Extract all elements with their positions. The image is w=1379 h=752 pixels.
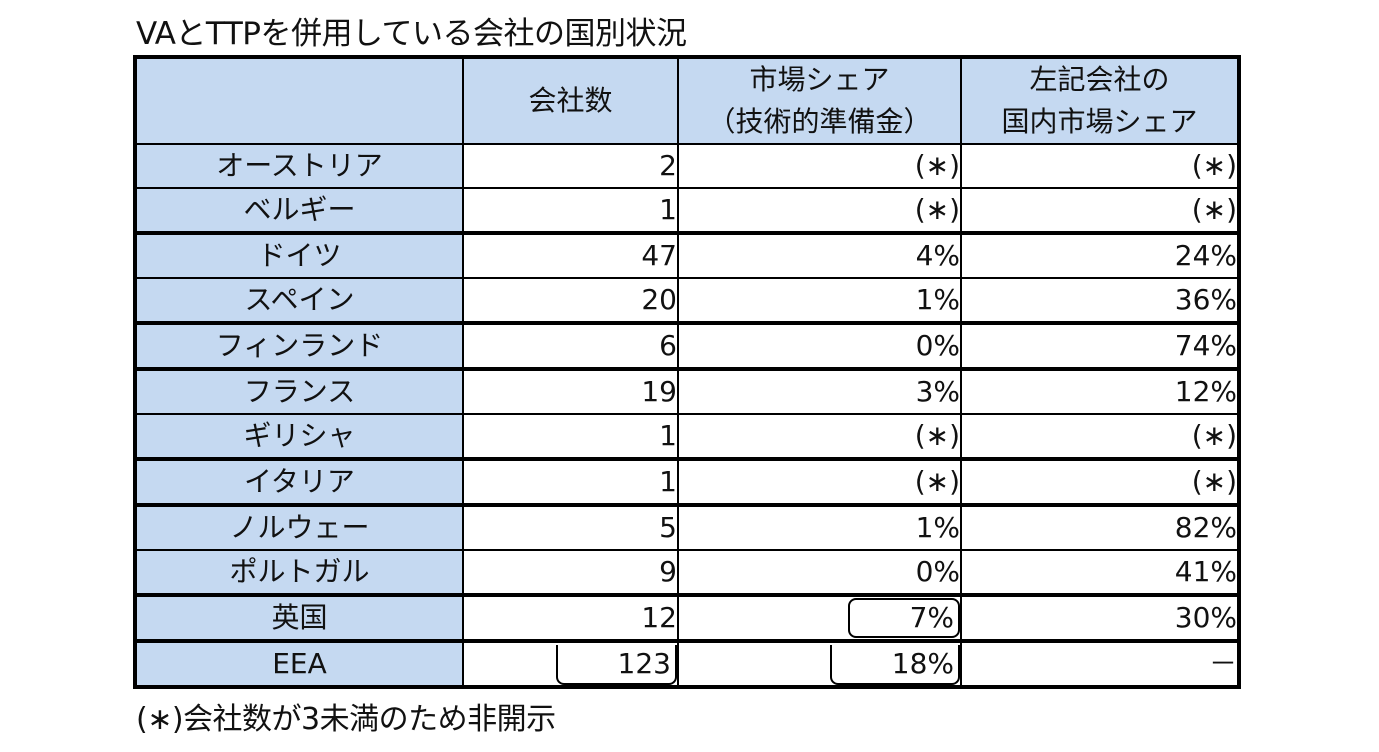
country-cell: EEA — [134, 639, 464, 688]
header-domestic-share-line1: 左記会社の — [1029, 63, 1170, 96]
highlight-box: 123 — [555, 645, 676, 685]
country-cell: オーストリア — [134, 143, 464, 189]
country-cell: スペイン — [134, 277, 464, 325]
domestic-share-cell: － — [960, 639, 1240, 688]
table-row: スペイン 20 1% 36% — [134, 277, 1240, 325]
header-market-share: 市場シェア （技術的準備金） — [677, 56, 962, 145]
table-title: VAとTTPを併用している会社の国別状況 — [136, 16, 687, 52]
table-row: 英国 12 7% 30% — [134, 594, 1240, 643]
country-cell: ギリシャ — [134, 413, 464, 461]
market-share-cell: 18% — [677, 639, 962, 688]
companies-cell: 1 — [462, 187, 679, 235]
domestic-share-cell: (∗) — [960, 413, 1240, 461]
domestic-share-cell: 41% — [960, 549, 1240, 597]
domestic-share-cell: 30% — [960, 594, 1240, 643]
header-domestic-share: 左記会社の 国内市場シェア — [960, 56, 1240, 145]
companies-cell: 1 — [462, 413, 679, 461]
header-market-share-line1: 市場シェア — [749, 63, 890, 96]
table-row: ベルギー 1 (∗) (∗) — [134, 187, 1240, 235]
header-domestic-share-line2: 国内市場シェア — [1001, 105, 1198, 138]
market-share-cell: (∗) — [677, 458, 962, 507]
market-share-cell: 1% — [677, 504, 962, 551]
domestic-share-cell: 24% — [960, 232, 1240, 279]
market-share-cell: (∗) — [677, 143, 962, 189]
country-cell: 英国 — [134, 594, 464, 643]
companies-cell: 1 — [462, 458, 679, 507]
highlight-box: 18% — [829, 645, 959, 685]
country-cell: ベルギー — [134, 187, 464, 235]
header-row: 会社数 市場シェア （技術的準備金） 左記会社の 国内市場シェア — [134, 56, 1240, 145]
market-share-cell: (∗) — [677, 187, 962, 235]
market-share-cell: 0% — [677, 322, 962, 371]
highlight-box: 7% — [847, 598, 959, 637]
companies-cell: 6 — [462, 322, 679, 371]
table-row: フィンランド 6 0% 74% — [134, 322, 1240, 371]
market-share-cell: 4% — [677, 232, 962, 279]
header-companies: 会社数 — [462, 56, 679, 145]
market-share-cell: 7% — [677, 594, 962, 643]
companies-cell: 5 — [462, 504, 679, 551]
table-row: ドイツ 47 4% 24% — [134, 232, 1240, 279]
market-share-cell: 1% — [677, 277, 962, 325]
table-row: ギリシャ 1 (∗) (∗) — [134, 413, 1240, 461]
country-cell: ドイツ — [134, 232, 464, 279]
country-cell: フランス — [134, 368, 464, 415]
domestic-share-cell: (∗) — [960, 143, 1240, 189]
companies-cell: 9 — [462, 549, 679, 597]
header-country — [134, 56, 464, 145]
footnote: (∗)会社数が3未満のため非開示 — [136, 702, 556, 737]
companies-cell: 20 — [462, 277, 679, 325]
domestic-share-cell: (∗) — [960, 187, 1240, 235]
domestic-share-cell: 82% — [960, 504, 1240, 551]
table-row: ポルトガル 9 0% 41% — [134, 549, 1240, 597]
domestic-share-cell: 12% — [960, 368, 1240, 415]
table-row: イタリア 1 (∗) (∗) — [134, 458, 1240, 507]
country-cell: フィンランド — [134, 322, 464, 371]
market-share-cell: 0% — [677, 549, 962, 597]
total-row: EEA 123 18% － — [134, 639, 1240, 688]
market-share-cell: (∗) — [677, 413, 962, 461]
companies-cell: 12 — [462, 594, 679, 643]
companies-cell: 47 — [462, 232, 679, 279]
table-row: フランス 19 3% 12% — [134, 368, 1240, 415]
country-status-table: 会社数 市場シェア （技術的準備金） 左記会社の 国内市場シェア オーストリア … — [133, 55, 1241, 689]
country-cell: ポルトガル — [134, 549, 464, 597]
domestic-share-cell: 74% — [960, 322, 1240, 371]
country-cell: イタリア — [134, 458, 464, 507]
companies-cell: 19 — [462, 368, 679, 415]
table-row: オーストリア 2 (∗) (∗) — [134, 143, 1240, 189]
header-market-share-line2: （技術的準備金） — [707, 105, 932, 138]
domestic-share-cell: 36% — [960, 277, 1240, 325]
table-row: ノルウェー 5 1% 82% — [134, 504, 1240, 551]
country-cell: ノルウェー — [134, 504, 464, 551]
market-share-cell: 3% — [677, 368, 962, 415]
companies-cell: 123 — [462, 639, 679, 688]
domestic-share-cell: (∗) — [960, 458, 1240, 507]
companies-cell: 2 — [462, 143, 679, 189]
